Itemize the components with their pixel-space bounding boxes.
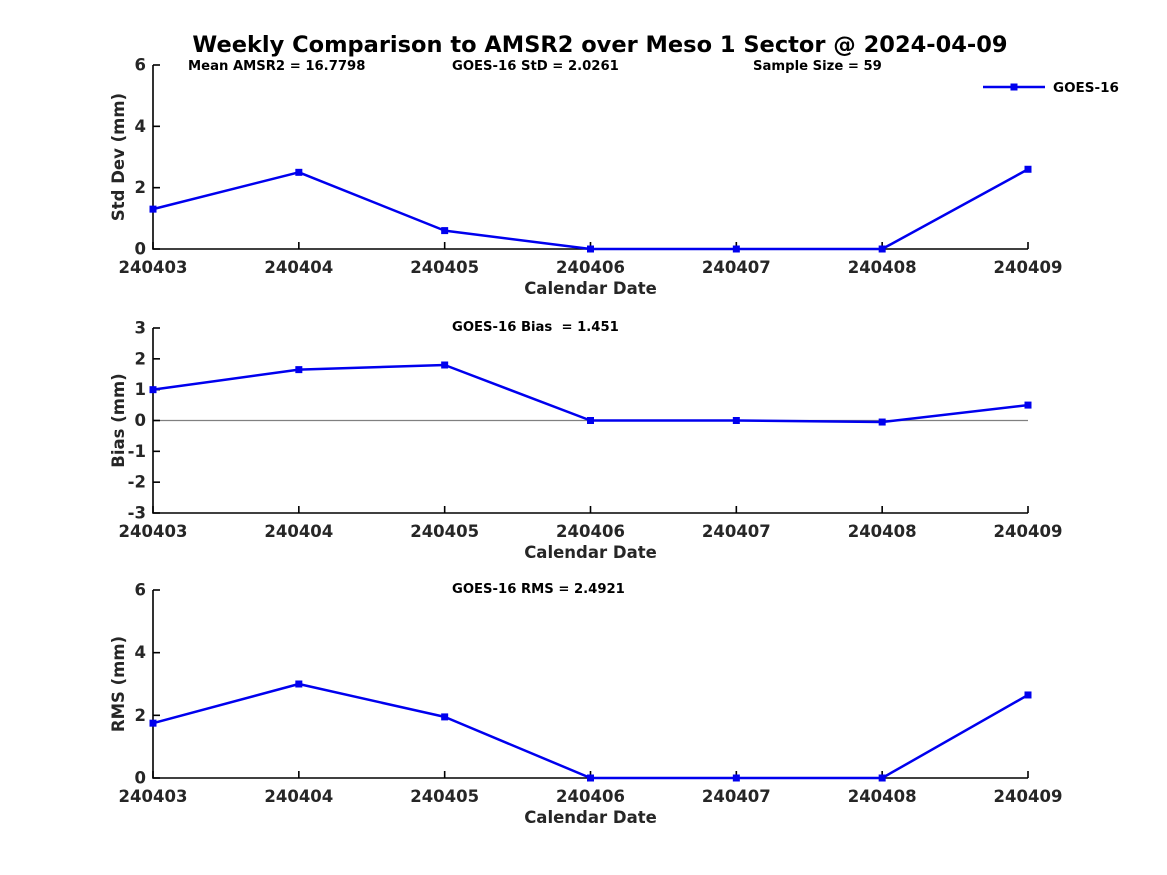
data-point-marker xyxy=(732,774,740,782)
data-point-marker xyxy=(295,168,303,176)
axis-frame xyxy=(152,65,1028,250)
data-point-marker xyxy=(441,713,449,721)
y-tick-label: -1 xyxy=(128,442,146,461)
x-axis-label: Calendar Date xyxy=(524,279,657,298)
y-axis-label: Bias (mm) xyxy=(109,373,128,467)
data-point-marker xyxy=(1024,691,1032,699)
y-tick-label: 0 xyxy=(135,769,146,788)
legend-marker xyxy=(1010,83,1018,91)
legend[interactable]: GOES-16 xyxy=(983,80,1119,96)
data-point-marker xyxy=(878,418,886,426)
x-axis-label: Calendar Date xyxy=(524,543,657,562)
x-tick-label: 240408 xyxy=(848,787,917,806)
y-axis-label: Std Dev (mm) xyxy=(109,93,128,221)
y-tick-label: 2 xyxy=(135,706,146,725)
stat-annotation: GOES-16 Bias = 1.451 xyxy=(452,320,619,335)
y-tick-label: -3 xyxy=(128,504,146,523)
y-tick-label: 6 xyxy=(135,56,146,75)
y-tick-label: 4 xyxy=(135,643,146,662)
x-tick-label: 240407 xyxy=(702,522,771,541)
x-tick-label: 240407 xyxy=(702,258,771,277)
data-point-marker xyxy=(732,245,740,253)
subplot-bias: -3 -2 -1 0 1 2 3 240403 240404 240405 240406 240407… xyxy=(109,319,1062,563)
legend-label: GOES-16 xyxy=(1053,80,1119,96)
x-tick-label: 240407 xyxy=(702,787,771,806)
x-tick-label: 240405 xyxy=(410,258,479,277)
stat-annotation: GOES-16 StD = 2.0261 xyxy=(452,59,619,74)
x-tick-label: 240409 xyxy=(994,258,1063,277)
x-tick-label: 240405 xyxy=(410,522,479,541)
x-tick-label: 240404 xyxy=(264,522,333,541)
x-tick-label: 240406 xyxy=(556,522,625,541)
data-point-marker xyxy=(295,680,303,688)
y-tick-label: 2 xyxy=(135,349,146,368)
stat-annotation: Sample Size = 59 xyxy=(753,59,882,74)
subplot-std-dev: 0 2 4 6 240403 240404 240405 240406 240407 240408… xyxy=(109,56,1062,299)
x-tick-label: 240406 xyxy=(556,258,625,277)
series-line-goes-16 xyxy=(152,682,1029,780)
data-point-marker xyxy=(1024,165,1032,173)
axis-frame xyxy=(152,590,1028,779)
x-tick-label: 240406 xyxy=(556,787,625,806)
x-tick-label: 240403 xyxy=(119,787,188,806)
data-point-marker xyxy=(149,719,157,727)
x-tick-label: 240404 xyxy=(264,258,333,277)
x-tick-label: 240405 xyxy=(410,787,479,806)
y-tick-label: -2 xyxy=(128,473,146,492)
y-tick-label: 2 xyxy=(135,178,146,197)
subplots: 0 2 4 6 240403 240404 240405 240406 240407 240408… xyxy=(109,56,1062,828)
y-tick-label: 3 xyxy=(135,319,146,338)
data-point-marker xyxy=(587,417,594,424)
series-line-goes-16 xyxy=(152,363,1029,424)
subplot-rms: 0 2 4 6 240403 240404 240405 240406 240407 240408… xyxy=(109,581,1062,828)
data-point-marker xyxy=(441,361,449,369)
x-tick-label: 240409 xyxy=(994,787,1063,806)
stat-annotation: Mean AMSR2 = 16.7798 xyxy=(188,59,365,74)
data-point-marker xyxy=(878,245,886,253)
x-tick-label: 240408 xyxy=(848,258,917,277)
y-tick-label: 0 xyxy=(135,411,146,430)
y-tick-label: 1 xyxy=(135,380,146,399)
x-axis-label: Calendar Date xyxy=(524,808,657,827)
y-tick-label: 4 xyxy=(135,117,146,136)
x-tick-label: 240408 xyxy=(848,522,917,541)
data-point-marker xyxy=(587,774,594,782)
chart-title: Weekly Comparison to AMSR2 over Meso 1 S… xyxy=(192,32,1007,58)
data-point-marker xyxy=(1024,401,1032,409)
data-point-marker xyxy=(732,417,740,424)
data-point-marker xyxy=(149,205,157,213)
x-tick-label: 240404 xyxy=(264,787,333,806)
data-point-marker xyxy=(295,366,303,374)
y-tick-label: 6 xyxy=(135,581,146,600)
data-point-marker xyxy=(878,774,886,782)
x-tick-label: 240409 xyxy=(994,522,1063,541)
data-point-marker xyxy=(441,227,449,235)
x-tick-label: 240403 xyxy=(119,522,188,541)
data-point-marker xyxy=(149,386,157,394)
y-axis-label: RMS (mm) xyxy=(109,636,128,732)
series-line-goes-16 xyxy=(152,168,1029,251)
stat-annotation: GOES-16 RMS = 2.4921 xyxy=(452,582,625,597)
x-tick-label: 240403 xyxy=(119,258,188,277)
data-point-marker xyxy=(587,245,594,253)
y-tick-label: 0 xyxy=(135,240,146,259)
